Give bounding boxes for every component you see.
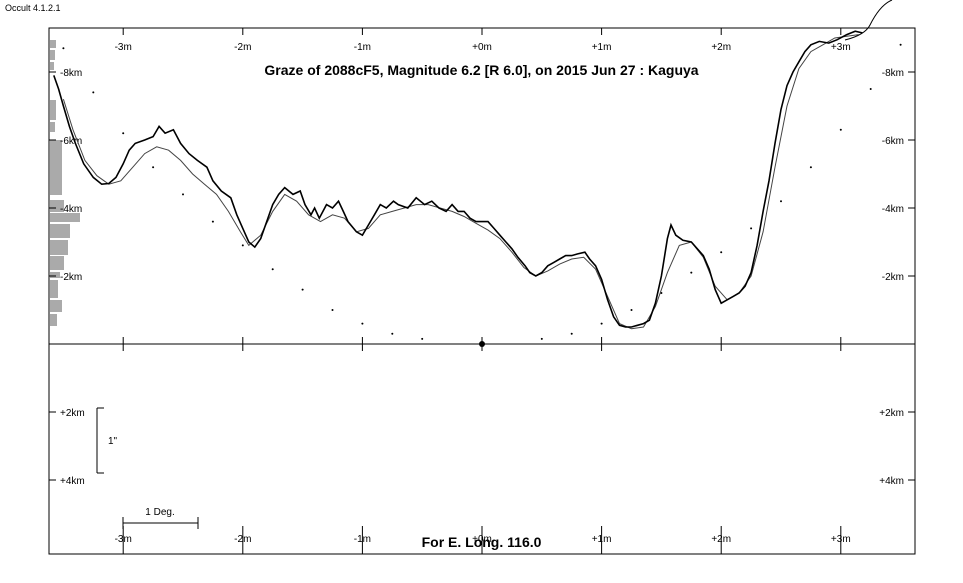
y-tick-label-left: +4km — [60, 476, 85, 487]
x-tick-label-bottom: +3m — [831, 534, 851, 545]
histogram-bar — [50, 200, 64, 212]
x-tick-label-bottom: -1m — [354, 534, 371, 545]
dotted-limb-point — [630, 309, 633, 311]
app-version-label: Occult 4.1.2.1 — [5, 3, 61, 13]
y-tick-label-left: -8km — [60, 68, 82, 79]
y-tick-label-right: -6km — [882, 136, 904, 147]
x-tick-label-bottom: +1m — [592, 534, 612, 545]
x-tick-label-top: +0m — [472, 42, 492, 53]
dotted-limb-point — [600, 322, 603, 325]
dotted-limb-point — [152, 166, 155, 169]
dotted-limb-point — [899, 43, 902, 46]
dotted-limb-point — [421, 337, 424, 340]
dotted-limb-point — [869, 88, 872, 90]
reference-point — [479, 341, 485, 347]
dotted-limb-point — [331, 309, 334, 311]
dotted-limb-point — [570, 332, 573, 335]
x-tick-label-top: +2m — [711, 42, 731, 53]
dotted-limb-point — [839, 128, 842, 131]
y-tick-label-left: -4km — [60, 204, 82, 215]
histogram-bar — [50, 100, 56, 120]
dotted-limb-point — [301, 288, 304, 291]
vertical-scale-label: 1" — [108, 436, 118, 447]
x-tick-label-top: +3m — [831, 42, 851, 53]
dotted-limb-point — [720, 251, 723, 254]
y-tick-label-left: -2km — [60, 272, 82, 283]
y-tick-label-right: +4km — [879, 476, 904, 487]
histogram-bar — [50, 314, 57, 326]
dotted-limb-point — [750, 227, 753, 230]
dotted-limb-point — [690, 271, 693, 274]
histogram-bar — [50, 50, 55, 60]
histogram-bar — [50, 40, 56, 48]
histogram-bar — [50, 300, 62, 312]
dotted-limb-point — [271, 268, 274, 271]
histogram-bar — [50, 272, 60, 278]
dotted-limb-point — [780, 200, 782, 203]
horizontal-scale-label: 1 Deg. — [145, 507, 174, 518]
y-tick-label-left: +2km — [60, 408, 85, 419]
dotted-limb-point — [241, 244, 244, 247]
dotted-limb-point — [361, 322, 364, 325]
y-tick-label-right: -4km — [882, 204, 904, 215]
x-tick-label-bottom: +2m — [711, 534, 731, 545]
histogram-bar — [50, 213, 80, 222]
series-thin-profile — [62, 34, 859, 330]
plot-frame — [48, 27, 916, 555]
x-tick-label-top: -3m — [115, 42, 132, 53]
x-tick-label-top: -1m — [354, 42, 371, 53]
y-ticks: -8km -8km -6km -6km -4km -4km -2km -2km +2km +2km… — [49, 68, 915, 487]
chart-title: Graze of 2088cF5, Magnitude 6.2 [R 6.0],… — [264, 62, 699, 78]
dotted-limb-point — [122, 132, 125, 135]
y-tick-label-left: -6km — [60, 136, 82, 147]
y-tick-label-right: -2km — [882, 272, 904, 283]
x-tick-label-top: +1m — [592, 42, 612, 53]
x-tick-label-bottom: -3m — [115, 534, 132, 545]
limb-histogram — [50, 40, 80, 326]
histogram-bar — [50, 62, 54, 70]
x-tick-label-bottom: +0m — [472, 534, 492, 545]
series-bold-profile — [53, 30, 863, 328]
dotted-limb-point — [92, 91, 95, 94]
histogram-bar — [50, 240, 68, 255]
dotted-limb-point — [211, 220, 214, 223]
x-tick-label-bottom: -2m — [234, 534, 251, 545]
histogram-bar — [50, 224, 70, 238]
y-tick-label-right: +2km — [879, 408, 904, 419]
exit-curve — [844, 0, 893, 41]
y-tick-label-right: -8km — [882, 68, 904, 79]
dotted-limb-point — [391, 332, 394, 335]
horizontal-scale-bar: 1 Deg. — [122, 507, 199, 529]
dotted-limb-point — [62, 47, 65, 50]
histogram-bar — [50, 122, 55, 132]
x-tick-label-top: -2m — [234, 42, 251, 53]
dotted-limb-point — [809, 166, 812, 169]
series-dotted-limb — [62, 43, 902, 345]
histogram-bar — [50, 140, 62, 195]
vertical-scale-bar: 1" — [96, 407, 118, 474]
dotted-limb-point — [540, 337, 543, 340]
histogram-bar — [50, 280, 58, 298]
histogram-bar — [50, 256, 64, 270]
x-ticks-lower: -3m -2m -1m +0m +1m +2m +3m — [115, 526, 851, 554]
dotted-limb-point — [182, 193, 184, 196]
chart-footer: For E. Long. 116.0 — [421, 534, 542, 550]
